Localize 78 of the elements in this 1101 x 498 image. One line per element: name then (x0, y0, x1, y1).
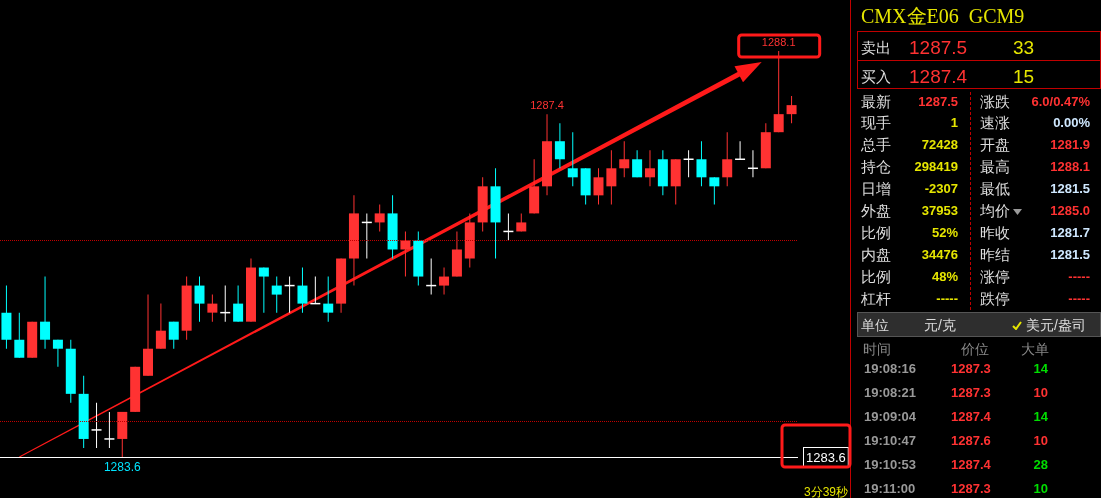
text: 19:08:16 (864, 360, 917, 376)
text: 卖出 (861, 38, 891, 56)
text: 均价 (980, 202, 1010, 219)
text: 最高 (980, 158, 1010, 176)
text: 跌停 (980, 289, 1010, 307)
text: ----- (936, 290, 958, 306)
text: 28 (1033, 456, 1048, 472)
text: 大单 (1021, 341, 1049, 357)
text: 1 (950, 115, 958, 131)
text: 持仓 (861, 158, 891, 176)
text: 10 (1033, 384, 1048, 400)
text: 3分39秒 (803, 485, 848, 498)
text: 1281.5 (1050, 246, 1090, 262)
text: 19:08:21 (864, 384, 917, 400)
text: 1281.9 (1050, 137, 1090, 153)
text: 1285.0 (1050, 203, 1090, 218)
text: 开盘 (980, 136, 1010, 154)
candlestick (104, 411, 115, 448)
text: 比例 (861, 267, 891, 285)
text: 美元/盎司 (1026, 317, 1086, 333)
text: 14 (1033, 360, 1048, 376)
annotation: 1283.6 (103, 460, 141, 474)
text: 内盘 (861, 245, 891, 263)
text: 6.0/0.47% (1031, 93, 1090, 109)
text: 19:11:00 (864, 480, 916, 496)
text: 外盘 (861, 202, 891, 219)
text: 52% (931, 224, 958, 240)
text: 单位 (861, 317, 889, 333)
text: 298419 (914, 159, 958, 175)
text: 19:10:53 (864, 456, 917, 472)
text: 昨结 (980, 245, 1010, 263)
text: 1287.5 (909, 36, 968, 58)
text: 0.00% (1053, 115, 1090, 131)
text: 37953 (921, 203, 958, 218)
text: 1287.5 (918, 93, 958, 109)
text: 1287.3 (951, 480, 991, 496)
text: 1287.4 (951, 456, 991, 472)
annotation: 1287.4 (530, 98, 564, 111)
text: 1281.5 (1050, 181, 1090, 197)
text: 日增 (861, 180, 891, 198)
candlestick (91, 402, 102, 448)
text: 总手 (861, 136, 891, 154)
text: ----- (1068, 290, 1090, 306)
text: 昨收 (980, 223, 1010, 241)
text: 15 (1013, 65, 1035, 87)
text: 现手 (861, 114, 891, 132)
text: ----- (1068, 268, 1090, 284)
text: 10 (1033, 480, 1048, 496)
text: 14 (1033, 408, 1048, 424)
text: 1287.3 (951, 360, 991, 376)
text: 最低 (980, 180, 1010, 198)
text: 元/克 (924, 317, 956, 333)
annotation: 1288.1 (761, 35, 796, 48)
text: CMX金E06 GCM9 (861, 5, 1025, 27)
ref-line-label: 1283.6 (806, 449, 846, 465)
text: 1287.3 (951, 384, 991, 400)
text: 1281.7 (1050, 224, 1090, 240)
text: 34476 (921, 246, 958, 262)
text: 10 (1033, 432, 1048, 448)
text: 1287.6 (951, 432, 991, 448)
text: 速涨 (980, 114, 1010, 132)
text: 涨停 (980, 267, 1010, 285)
text: 涨跌 (980, 92, 1010, 110)
text: 1288.1 (1050, 159, 1090, 175)
text: 33 (1013, 36, 1035, 58)
text: 72428 (921, 137, 958, 153)
text: 1287.4 (951, 408, 991, 424)
text: 时间 (863, 341, 891, 357)
text: -2307 (924, 181, 958, 197)
text: 最新 (861, 92, 891, 110)
text: 比例 (861, 223, 891, 241)
text: 48% (931, 268, 958, 284)
text: 19:10:47 (864, 432, 917, 448)
text: 买入 (861, 67, 891, 85)
text: 19:09:04 (864, 408, 917, 424)
text: 1287.4 (909, 65, 968, 87)
text: 价位 (961, 341, 989, 357)
text: 杠杆 (861, 289, 891, 307)
